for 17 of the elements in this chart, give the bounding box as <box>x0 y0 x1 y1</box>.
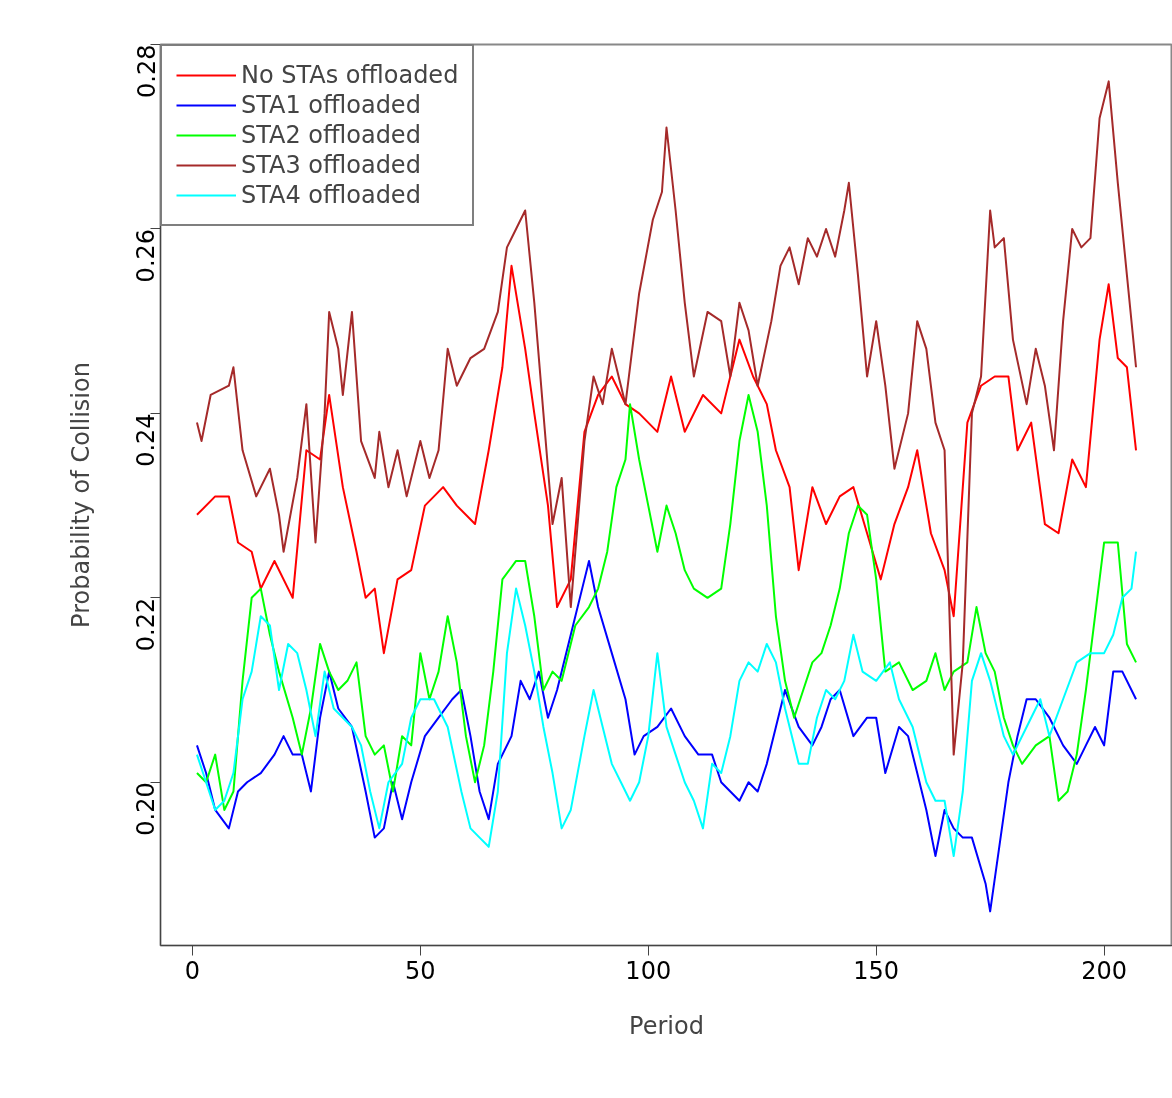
y-tick-label: 0.26 <box>132 228 161 283</box>
x-tick-label: 100 <box>625 956 672 985</box>
x-axis-title: Period <box>629 1011 704 1040</box>
x-tick-label: 0 <box>184 956 201 985</box>
y-tick-label: 0.20 <box>132 782 161 836</box>
y-tick-label: 0.22 <box>132 597 161 652</box>
y-tick-label: 0.28 <box>132 44 161 98</box>
legend-label: STA4 offloaded <box>241 180 421 210</box>
legend-label: No STAs offloaded <box>241 60 459 90</box>
legend-label: STA1 offloaded <box>241 90 421 120</box>
x-tick-label: 200 <box>1081 956 1128 985</box>
legend-label: STA2 offloaded <box>241 120 421 150</box>
x-tick-label: 150 <box>853 956 900 985</box>
legend-label: STA3 offloaded <box>241 150 421 180</box>
x-tick-label: 50 <box>405 956 436 985</box>
y-axis-title: Probability of Collision <box>66 362 95 628</box>
y-tick-label: 0.24 <box>132 413 161 467</box>
